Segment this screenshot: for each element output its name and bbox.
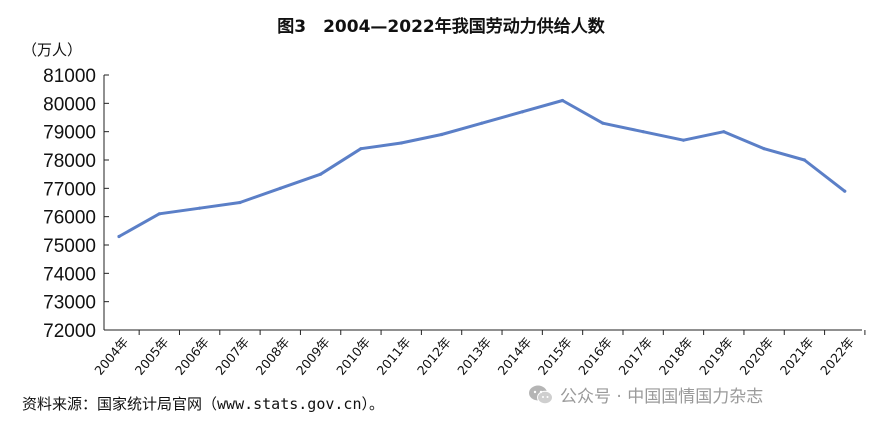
x-tick-label: 2013年 bbox=[454, 334, 494, 378]
y-tick-label: 78000 bbox=[43, 151, 96, 172]
data-point bbox=[278, 186, 282, 190]
chart-title: 图3 2004—2022年我国劳动力供给人数 bbox=[277, 16, 605, 37]
y-tick-label: 80000 bbox=[43, 94, 96, 115]
data-point bbox=[117, 234, 121, 239]
x-tick-label: 2014年 bbox=[495, 334, 535, 378]
x-tick-label: 2020年 bbox=[736, 334, 776, 378]
data-point bbox=[399, 141, 403, 145]
y-tick-label: 72000 bbox=[43, 321, 96, 342]
data-point bbox=[480, 121, 484, 125]
data-point bbox=[439, 132, 444, 137]
y-tick-label: 81000 bbox=[43, 66, 96, 87]
data-point bbox=[198, 206, 202, 210]
data-point bbox=[157, 212, 161, 216]
x-tick-label: 2022年 bbox=[817, 334, 857, 378]
x-tick-label: 2015年 bbox=[535, 334, 575, 378]
x-tick-label: 2019年 bbox=[696, 334, 736, 378]
y-tick-label: 77000 bbox=[43, 179, 96, 200]
x-tick-label: 2011年 bbox=[374, 334, 414, 378]
data-point bbox=[843, 189, 847, 193]
data-point bbox=[802, 158, 807, 162]
x-tick-label: 2007年 bbox=[212, 334, 252, 378]
x-tick-label: 2010年 bbox=[333, 334, 373, 378]
wechat-icon bbox=[529, 385, 553, 404]
y-tick-label: 76000 bbox=[43, 208, 96, 229]
watermark: 公众号 · 中国国情国力杂志 bbox=[528, 382, 763, 407]
data-point bbox=[641, 130, 645, 134]
data-point bbox=[520, 110, 524, 114]
y-tick-label: 79000 bbox=[43, 123, 96, 144]
x-axis-ticks: 2004年 2005年 2006年 2007年 2008年 2009年 2010年 2011年… bbox=[91, 330, 866, 378]
y-axis-ticks: 72000 73000 74000 75000 76000 77000 78000 79000… bbox=[43, 66, 109, 342]
data-point bbox=[681, 138, 686, 142]
x-tick-label: 2005年 bbox=[132, 334, 172, 378]
data-point bbox=[762, 147, 766, 151]
series-line bbox=[117, 99, 847, 238]
x-tick-label: 2018年 bbox=[656, 334, 696, 378]
x-tick-label: 2012年 bbox=[414, 334, 454, 378]
x-tick-label: 2004年 bbox=[91, 334, 131, 378]
chart-axes bbox=[103, 75, 862, 331]
x-tick-label: 2017年 bbox=[615, 334, 655, 378]
data-point bbox=[722, 130, 726, 134]
data-point bbox=[601, 121, 605, 125]
y-tick-label: 73000 bbox=[43, 293, 96, 314]
y-tick-label: 75000 bbox=[43, 236, 96, 257]
x-tick-label: 2021年 bbox=[777, 334, 817, 378]
source-note: 资料来源：国家统计局官网（www.stats.gov.cn）。 bbox=[22, 395, 384, 413]
x-tick-label: 2006年 bbox=[172, 334, 212, 378]
x-tick-label: 2016年 bbox=[575, 334, 615, 378]
data-point bbox=[560, 98, 565, 103]
y-tick-label: 74000 bbox=[43, 264, 96, 285]
y-axis-unit-label: （万人） bbox=[22, 41, 82, 59]
x-tick-label: 2009年 bbox=[293, 334, 333, 378]
watermark-text: 公众号 · 中国国情国力杂志 bbox=[560, 387, 764, 407]
data-point bbox=[318, 172, 323, 176]
x-tick-label: 2008年 bbox=[253, 334, 293, 378]
data-point bbox=[359, 147, 363, 151]
data-point bbox=[238, 200, 242, 205]
chart-series bbox=[117, 98, 847, 239]
